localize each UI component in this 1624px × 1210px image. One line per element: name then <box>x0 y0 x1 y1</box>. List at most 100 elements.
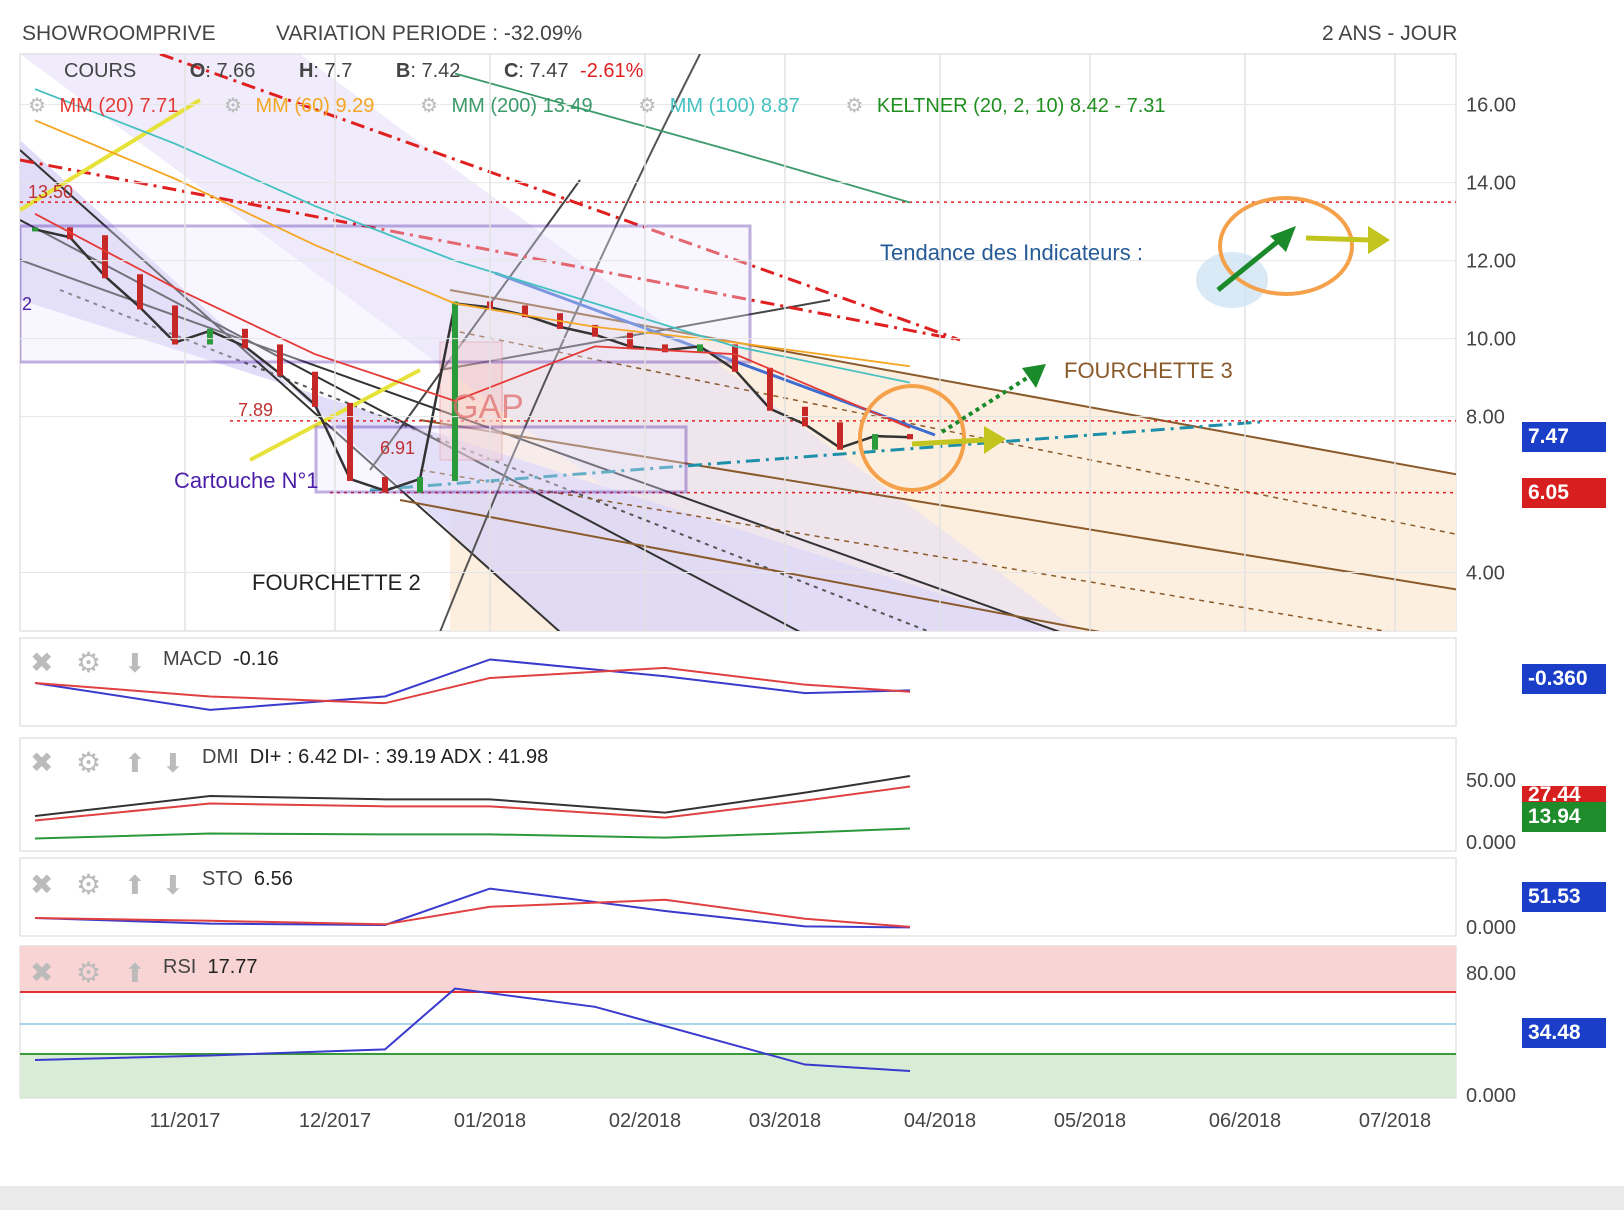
cartouche-label: Cartouche N°1 <box>174 468 319 493</box>
macd-line <box>34 658 911 711</box>
gear-icon[interactable]: ⚙ <box>420 95 438 117</box>
dmi-title: DMI DI+ : 6.42 DI- : 39.19 ADX : 41.98 <box>202 746 548 769</box>
x-tick-label: 11/2017 <box>150 1110 221 1132</box>
gear-icon[interactable]: ⚙ <box>76 869 101 900</box>
high-value: : 7.7 <box>313 60 353 82</box>
gear-icon[interactable]: ⚙ <box>224 95 242 117</box>
gear-icon[interactable]: ⚙ <box>845 95 864 117</box>
x-axis-labels: 11/2017 12/2017 01/2018 02/2018 03/2018 04/20… <box>150 1110 1432 1132</box>
gap-box <box>439 341 503 461</box>
gear-icon[interactable]: ⚙ <box>638 95 657 117</box>
close-icon[interactable]: ✖ <box>30 747 53 778</box>
price-candle <box>872 434 878 450</box>
rsi-tick-top: 80.00 <box>1466 963 1516 985</box>
fourchette-3-dash-2 <box>419 469 1389 631</box>
rsi-panel-controls[interactable]: ✖ ⚙ ⬆ <box>30 957 146 988</box>
x-tick-label: 01/2018 <box>454 1110 526 1132</box>
green-up-arrow-head <box>1270 226 1296 252</box>
x-tick-label: 07/2018 <box>1359 1110 1431 1132</box>
close-label: C <box>503 60 519 82</box>
gear-icon[interactable]: ⚙ <box>76 647 101 678</box>
sto-title: STO 6.56 <box>202 868 293 891</box>
fourchette-3-top-line <box>449 289 1456 476</box>
price-candle <box>137 274 143 310</box>
keltner-legend: KELTNER (20, 2, 10) 8.42 - 7.31 <box>876 95 1166 117</box>
mm60-legend: MM (60) 9.29 <box>255 95 375 117</box>
arrow-down-icon[interactable]: ⬇ <box>124 648 146 678</box>
cours-label: COURS <box>64 60 137 82</box>
mm200-legend: MM (200) 13.49 <box>451 95 593 117</box>
arrow-up-icon[interactable]: ⬆ <box>124 958 146 988</box>
level-6-91-label: 6.91 <box>380 438 415 458</box>
mm100-legend: MM (100) 8.87 <box>669 95 800 117</box>
open-label: O <box>189 60 206 82</box>
level-13-50-label: 13.50 <box>28 182 73 202</box>
highlight-circle-tendance <box>1218 196 1354 296</box>
dmi-minus-line <box>34 785 911 822</box>
price-candle <box>32 227 38 232</box>
dmi-panel-controls[interactable]: ✖ ⚙ ⬆ ⬇ <box>30 747 184 778</box>
series-cours <box>34 228 911 492</box>
arrow-down-icon[interactable]: ⬇ <box>162 748 184 778</box>
arrow-down-icon[interactable]: ⬇ <box>162 870 184 900</box>
arrow-up-icon[interactable]: ⬆ <box>124 870 146 900</box>
y-tick-label: 10.00 <box>1466 329 1516 351</box>
dmi-tick-top: 50.00 <box>1466 770 1516 792</box>
price-candle <box>382 476 388 493</box>
macd-name: MACD <box>163 648 222 670</box>
dmi-value: DI+ : 6.42 DI- : 39.19 ADX : 41.98 <box>249 746 549 768</box>
variation-periode: VARIATION PERIODE : -32.09% <box>276 22 583 45</box>
macd-panel-controls[interactable]: ✖ ⚙ ⬇ <box>30 647 146 678</box>
fourchette-1-zone <box>20 54 1079 631</box>
gear-icon[interactable]: ⚙ <box>76 747 101 778</box>
price-candle <box>697 344 703 353</box>
price-candle <box>312 371 318 407</box>
gap-label: GAP <box>452 388 524 426</box>
fourchette-2-dashed <box>59 289 931 631</box>
price-candle <box>522 305 528 318</box>
period-selector[interactable]: 2 ANS - JOUR <box>1322 22 1458 45</box>
macd-value: -0.16 <box>233 648 279 670</box>
fourchette-2-mid-line <box>20 219 801 631</box>
ohlc-legend: COURS O: 7.66 H: 7.7 B: 7.42 C: 7.47 -2.… <box>64 60 643 83</box>
y-axis-ticks: 16.00 14.00 12.00 10.00 8.00 4.00 <box>20 95 1516 585</box>
green-dotted-arrow-line <box>940 374 1032 434</box>
sto-value: 6.56 <box>253 868 293 890</box>
price-candle <box>662 344 668 353</box>
macd-tag: -0.360 <box>1522 664 1606 694</box>
price-candle <box>767 367 773 411</box>
gear-icon[interactable]: ⚙ <box>28 95 46 117</box>
price-candle <box>277 344 283 376</box>
rsi-oversold-zone <box>20 1054 1456 1098</box>
y-tick-label: 14.00 <box>1466 173 1516 195</box>
gear-icon[interactable]: ⚙ <box>76 957 101 988</box>
level-2-label: 2 <box>22 294 32 314</box>
price-candle <box>837 422 843 450</box>
cartouche-upper <box>20 224 752 364</box>
fourchette-2-bottom-line <box>20 259 1061 631</box>
arrow-up-icon[interactable]: ⬆ <box>124 748 146 778</box>
green-dotted-arrow-head <box>1022 364 1046 388</box>
teal-support-line <box>369 420 1261 492</box>
fourchette-2-top-line <box>20 149 561 631</box>
price-candle <box>347 402 353 481</box>
rsi-name: RSI <box>163 956 197 978</box>
sto-panel-controls[interactable]: ✖ ⚙ ⬆ ⬇ <box>30 869 184 900</box>
resistance-line-2 <box>159 54 961 342</box>
sto-k-line <box>34 887 911 929</box>
dmi-tick-bottom: 0.000 <box>1466 832 1516 854</box>
cartouche-1-box <box>314 425 688 494</box>
low-value: : 7.42 <box>410 60 461 82</box>
mm20-legend: MM (20) 7.71 <box>59 95 179 117</box>
close-icon[interactable]: ✖ <box>30 957 53 988</box>
price-candle <box>207 328 213 345</box>
y-tick-label: 12.00 <box>1466 251 1516 273</box>
trend-line-1 <box>369 179 581 471</box>
yellow-right-arrow-line <box>1305 235 1371 243</box>
close-value: : 7.47 <box>518 60 569 82</box>
close-icon[interactable]: ✖ <box>30 869 53 900</box>
fourchette-3-dash-1 <box>449 329 1456 535</box>
fourchette-2-zone <box>20 140 1057 631</box>
close-icon[interactable]: ✖ <box>30 647 53 678</box>
